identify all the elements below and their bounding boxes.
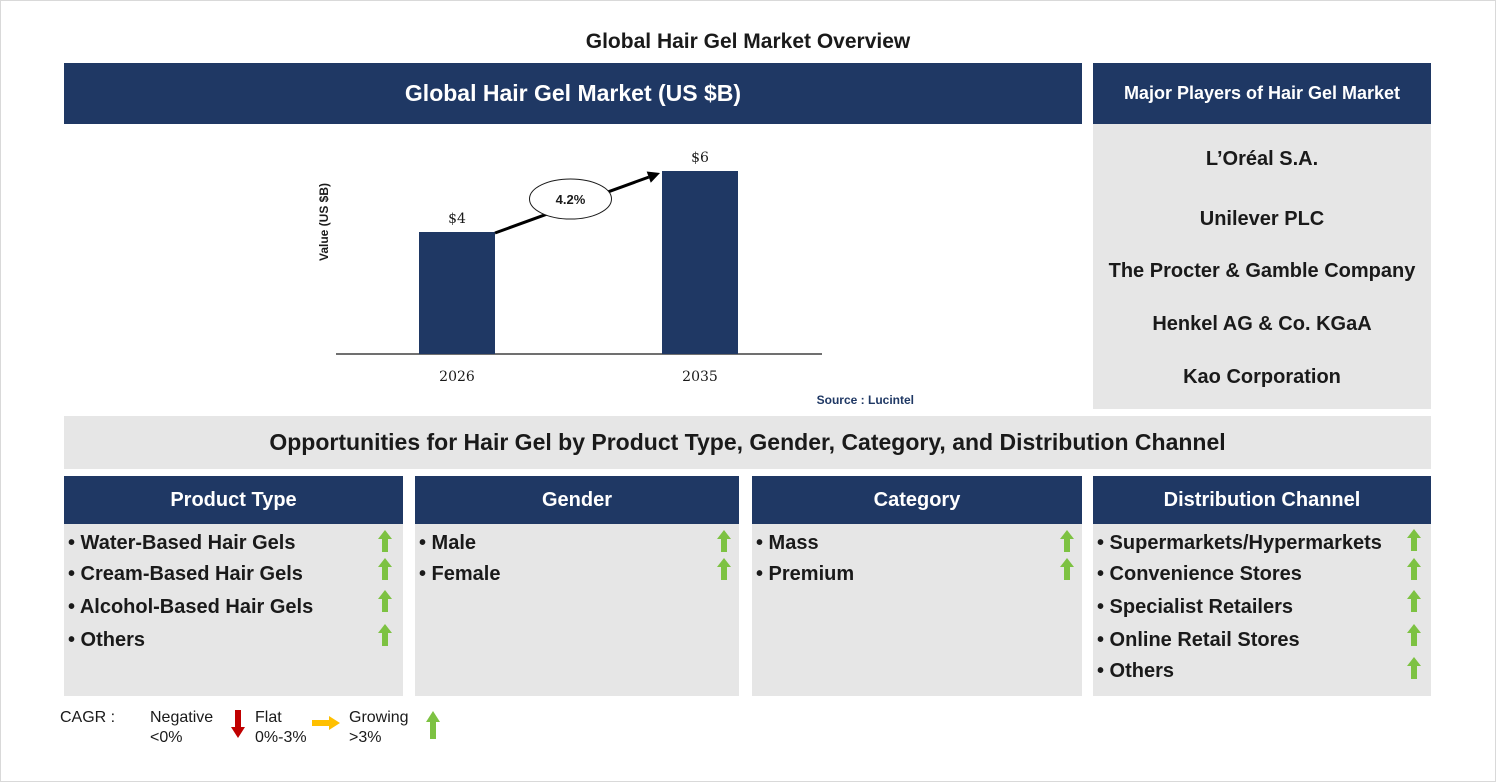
- segment-item: • Alcohol-Based Hair Gels: [68, 596, 314, 618]
- growing-arrow-icon: [1407, 529, 1421, 551]
- segment-item: • Female: [419, 563, 501, 585]
- flat-arrow-icon: [312, 716, 340, 730]
- cagr-arrowhead: [646, 171, 660, 183]
- segment-item: • Male: [419, 532, 477, 554]
- growing-arrow-icon: [1060, 530, 1074, 552]
- chart-header: Global Hair Gel Market (US $B): [64, 63, 1082, 124]
- growing-arrow-icon: [378, 558, 392, 580]
- player-item: The Procter & Gamble Company: [1108, 260, 1416, 282]
- data-label: $6: [691, 150, 709, 166]
- legend-flat-label: Flat: [255, 709, 282, 726]
- segment-item: • Water-Based Hair Gels: [68, 532, 296, 554]
- growing-arrow-icon: [1407, 657, 1421, 679]
- growing-arrow-icon: [378, 530, 392, 552]
- segment-item: • Online Retail Stores: [1097, 629, 1300, 651]
- cagr-label: 4.2%: [556, 192, 586, 207]
- legend-flat: Flat 0%-3%: [255, 708, 307, 748]
- segment-item: • Convenience Stores: [1097, 563, 1302, 585]
- growing-arrow-icon: [1407, 624, 1421, 646]
- segment-item: • Specialist Retailers: [1097, 596, 1293, 618]
- segment-item: • Mass: [756, 532, 819, 554]
- player-item: L’Oréal S.A.: [1205, 148, 1319, 170]
- segment-item: • Cream-Based Hair Gels: [68, 563, 303, 585]
- growing-arrow-icon: [717, 530, 731, 552]
- legend-growing-label: Growing: [349, 709, 409, 726]
- legend-flat-range: 0%-3%: [255, 729, 307, 746]
- growing-arrow-icon: [1407, 558, 1421, 580]
- segment-panel-product-type: • Water-Based Hair Gels • Cream-Based Ha…: [64, 524, 403, 696]
- data-label: $4: [448, 211, 466, 227]
- growing-arrow-icon: [378, 590, 392, 612]
- x-tick-label: 2035: [682, 369, 718, 385]
- legend-negative-range: <0%: [150, 729, 183, 746]
- bar-2035: [662, 171, 738, 354]
- growing-arrow-icon: [1407, 590, 1421, 612]
- segment-item: • Others: [1097, 660, 1175, 682]
- negative-arrow-icon: [231, 710, 245, 738]
- cagr-bubble: [529, 178, 612, 220]
- segment-header-distribution-channel: Distribution Channel: [1093, 476, 1431, 524]
- bar-2026: [419, 232, 495, 354]
- growing-arrow-icon: [426, 711, 440, 739]
- growing-arrow-icon: [1060, 558, 1074, 580]
- player-item: Kao Corporation: [1183, 366, 1341, 388]
- segment-item: • Supermarkets/Hypermarkets: [1097, 532, 1382, 554]
- x-tick-label: 2026: [439, 369, 475, 385]
- segment-panel-gender: • Male • Female: [415, 524, 739, 696]
- y-axis-label: Value (US $B): [317, 183, 331, 261]
- segment-header-category: Category: [752, 476, 1082, 524]
- source-label: Source : Lucintel: [817, 393, 914, 407]
- bar-chart: Value (US $B) $4 2026 $6 2035 4.2% Source :…: [317, 150, 914, 407]
- segment-item: • Premium: [756, 563, 855, 585]
- players-panel: L’Oréal S.A. Unilever PLC The Procter & …: [1093, 124, 1431, 409]
- segment-item: • Others: [68, 629, 146, 651]
- players-header: Major Players of Hair Gel Market: [1093, 63, 1431, 124]
- growing-arrow-icon: [378, 624, 392, 646]
- segment-panel-distribution-channel: • Supermarkets/Hypermarkets • Convenienc…: [1093, 524, 1431, 696]
- legend-negative-label: Negative: [150, 709, 214, 726]
- player-item: Henkel AG & Co. KGaA: [1152, 313, 1372, 335]
- segment-header-gender: Gender: [415, 476, 739, 524]
- player-item: Unilever PLC: [1199, 208, 1325, 230]
- legend-growing-range: >3%: [349, 729, 382, 746]
- segment-panel-category: • Mass • Premium: [752, 524, 1082, 696]
- growing-arrow-icon: [717, 558, 731, 580]
- legend-label: CAGR :: [60, 709, 116, 726]
- segment-header-product-type: Product Type: [64, 476, 403, 524]
- opportunities-title: Opportunities for Hair Gel by Product Ty…: [64, 416, 1431, 469]
- legend-growing: Growing >3%: [349, 708, 409, 748]
- legend-negative: Negative <0%: [150, 708, 213, 748]
- page-title: Global Hair Gel Market Overview: [585, 30, 911, 53]
